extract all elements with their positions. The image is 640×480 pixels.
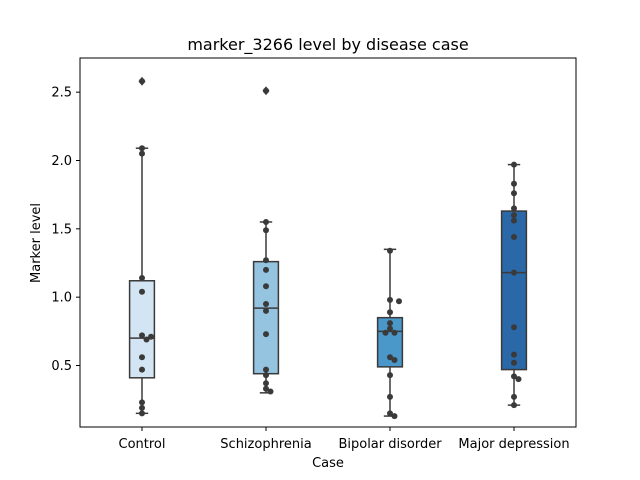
data-point xyxy=(139,410,145,417)
y-tick-label: 0.5 xyxy=(51,359,72,374)
data-point xyxy=(263,307,269,314)
y-tick-label: 2.5 xyxy=(51,86,72,101)
data-point xyxy=(511,324,517,331)
x-tick-label: Bipolar disorder xyxy=(338,437,442,452)
data-point xyxy=(139,78,145,85)
data-point xyxy=(263,372,269,379)
box-iqr xyxy=(128,280,156,379)
x-tick-label: Major depression xyxy=(458,437,569,452)
data-point xyxy=(263,380,269,387)
data-point xyxy=(139,150,145,157)
data-point xyxy=(391,357,398,364)
data-point xyxy=(267,388,274,395)
data-point xyxy=(387,372,393,379)
data-point xyxy=(511,234,517,241)
box-group-0 xyxy=(128,76,156,417)
data-point xyxy=(139,366,145,373)
data-point xyxy=(148,333,154,340)
data-point xyxy=(511,393,517,400)
data-point xyxy=(387,410,393,417)
data-point xyxy=(511,373,517,380)
data-point xyxy=(515,376,522,383)
data-point xyxy=(263,283,269,290)
data-point xyxy=(143,336,150,343)
data-point xyxy=(511,402,517,409)
data-point xyxy=(511,359,517,366)
box-group-2 xyxy=(376,247,404,420)
data-point xyxy=(511,269,517,276)
data-point xyxy=(139,332,145,339)
data-point xyxy=(387,393,393,400)
data-point xyxy=(387,247,393,254)
data-point xyxy=(263,331,269,338)
data-point xyxy=(511,161,517,168)
data-point xyxy=(511,205,517,212)
y-tick-label: 1.5 xyxy=(51,222,72,237)
y-tick-label: 1.0 xyxy=(51,291,72,306)
data-point xyxy=(139,399,145,406)
data-point xyxy=(263,301,269,307)
data-point xyxy=(263,87,269,94)
x-axis-label: Case xyxy=(312,456,344,471)
data-point xyxy=(511,212,517,219)
data-point xyxy=(263,257,269,264)
data-point xyxy=(387,354,393,361)
data-point xyxy=(391,413,398,420)
data-point xyxy=(382,329,389,336)
data-point xyxy=(263,219,269,225)
x-tick-label: Schizophrenia xyxy=(220,437,311,452)
data-point xyxy=(511,351,517,358)
box-iqr xyxy=(252,260,280,375)
data-point xyxy=(391,329,398,336)
data-point xyxy=(139,404,145,411)
data-point xyxy=(511,217,517,224)
plot-frame xyxy=(79,57,577,428)
plot-area xyxy=(128,76,528,420)
axes: Control Schizophrenia Bipolar disorder Majo… xyxy=(51,86,569,452)
data-point xyxy=(511,190,517,197)
y-tick-label: 2.0 xyxy=(51,154,72,169)
data-point xyxy=(263,385,269,392)
data-point xyxy=(263,266,269,273)
data-point xyxy=(263,366,269,373)
x-tick-label: Control xyxy=(119,437,166,452)
y-axis-label: Marker level xyxy=(29,203,44,283)
data-point xyxy=(511,180,517,187)
box-group-1 xyxy=(252,86,280,395)
data-point xyxy=(387,325,393,332)
data-point xyxy=(139,288,145,295)
data-point xyxy=(387,320,393,327)
data-point xyxy=(263,227,269,234)
data-point xyxy=(387,309,393,316)
data-point xyxy=(139,275,145,282)
box-group-3 xyxy=(500,161,528,409)
chart-title: marker_3266 level by disease case xyxy=(187,35,468,55)
data-point xyxy=(396,298,402,305)
data-point xyxy=(139,354,145,361)
data-point xyxy=(139,145,145,152)
data-point xyxy=(387,296,393,303)
